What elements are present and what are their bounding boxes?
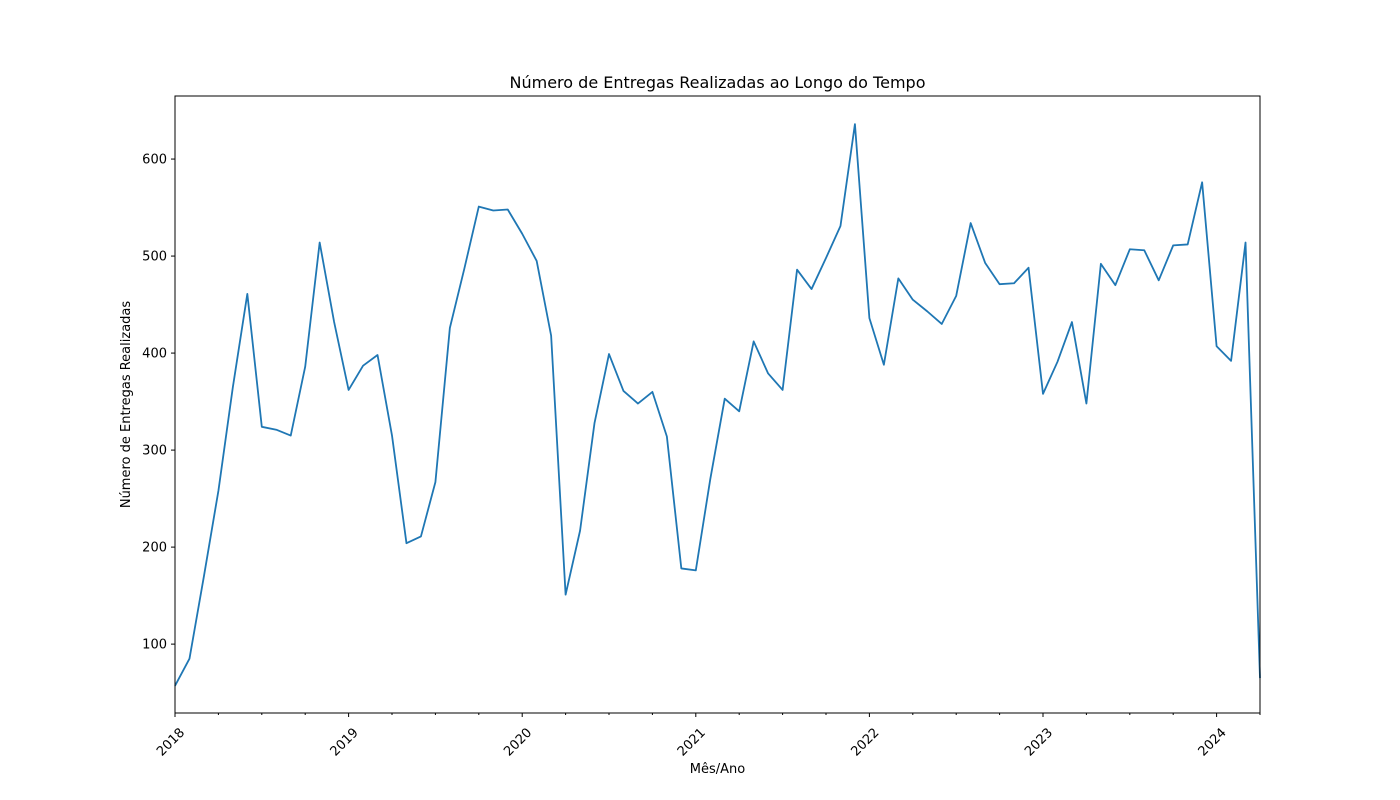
y-axis-label: Número de Entregas Realizadas — [119, 301, 134, 509]
x-tick-label: 2020 — [501, 725, 535, 759]
x-tick-label: 2018 — [154, 725, 188, 759]
plot-frame — [174, 95, 1261, 714]
x-tick-label: 2019 — [328, 725, 362, 759]
x-tick-label: 2022 — [848, 725, 882, 759]
y-tick-label: 600 — [142, 153, 167, 168]
y-tick-label: 400 — [142, 347, 167, 362]
x-axis-label: Mês/Ano — [690, 762, 745, 777]
series-line — [174, 123, 1261, 687]
x-tick-label: 2024 — [1196, 725, 1230, 759]
y-tick-label: 200 — [142, 541, 167, 556]
y-tick-label: 100 — [142, 638, 167, 653]
y-tick-label: 300 — [142, 444, 167, 459]
x-tick-label: 2023 — [1022, 725, 1056, 759]
x-tick-label: 2021 — [675, 725, 709, 759]
y-tick-label: 500 — [142, 250, 167, 265]
chart-title: Número de Entregas Realizadas ao Longo d… — [510, 73, 926, 92]
